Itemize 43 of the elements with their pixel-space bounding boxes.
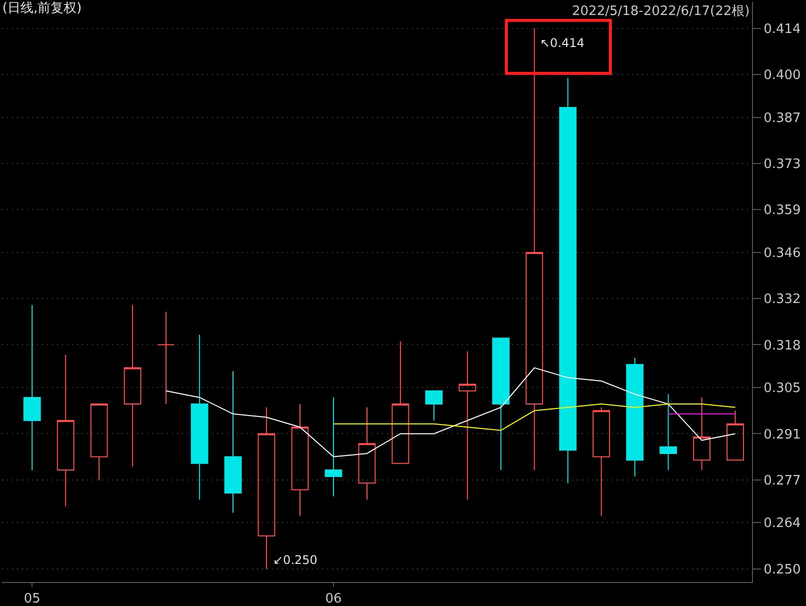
- candlestick: [392, 340, 410, 464]
- line-series: [332, 404, 736, 431]
- y-tick-label: 0.332: [764, 292, 801, 308]
- y-tick-label: 0.387: [764, 110, 801, 126]
- candlestick: [124, 304, 142, 468]
- candlestick: [492, 338, 510, 470]
- candlestick: [157, 311, 175, 405]
- candlestick: [626, 357, 644, 478]
- y-tick-label: 0.400: [764, 68, 801, 84]
- y-tick-label: 0.250: [764, 562, 801, 578]
- candlestick: [56, 354, 74, 507]
- y-tick-label: 0.277: [764, 473, 801, 488]
- y-tick-label: 0.359: [764, 203, 801, 218]
- chart-subtitle: 2022/5/18-2022/6/17(22根): [572, 4, 750, 19]
- candlestick: [592, 406, 610, 517]
- y-tick-label: 0.373: [764, 157, 801, 172]
- candlestick: [425, 390, 443, 422]
- candlestick: [291, 404, 309, 517]
- y-tick-label: 0.346: [764, 246, 801, 261]
- candlestick: [458, 350, 476, 500]
- candlestick: [660, 394, 677, 470]
- candlestick: [526, 28, 544, 470]
- x-tick-label: 05: [24, 592, 40, 606]
- candlestick: [258, 406, 276, 570]
- line-series: [166, 367, 736, 458]
- x-tick-label: 06: [325, 592, 342, 606]
- candlestick: [693, 396, 710, 470]
- candlestick: [559, 77, 577, 484]
- y-tick-label: 0.414: [764, 22, 801, 37]
- chart-title: (日线,前复权): [2, 1, 82, 16]
- candlestick: [324, 396, 342, 497]
- annotation: ↖0.414: [540, 36, 584, 50]
- candlestick: [726, 410, 744, 461]
- y-tick-label: 0.305: [764, 381, 801, 396]
- y-tick-label: 0.318: [764, 338, 801, 354]
- candlestick: [190, 334, 208, 500]
- candlestick: [90, 404, 108, 480]
- candlestick: [224, 370, 242, 514]
- y-tick-label: 0.291: [764, 427, 801, 442]
- candlestick: [358, 406, 376, 500]
- candlestick: [23, 304, 41, 470]
- y-tick-label: 0.264: [764, 516, 801, 532]
- annotation: ↙0.250: [273, 553, 318, 567]
